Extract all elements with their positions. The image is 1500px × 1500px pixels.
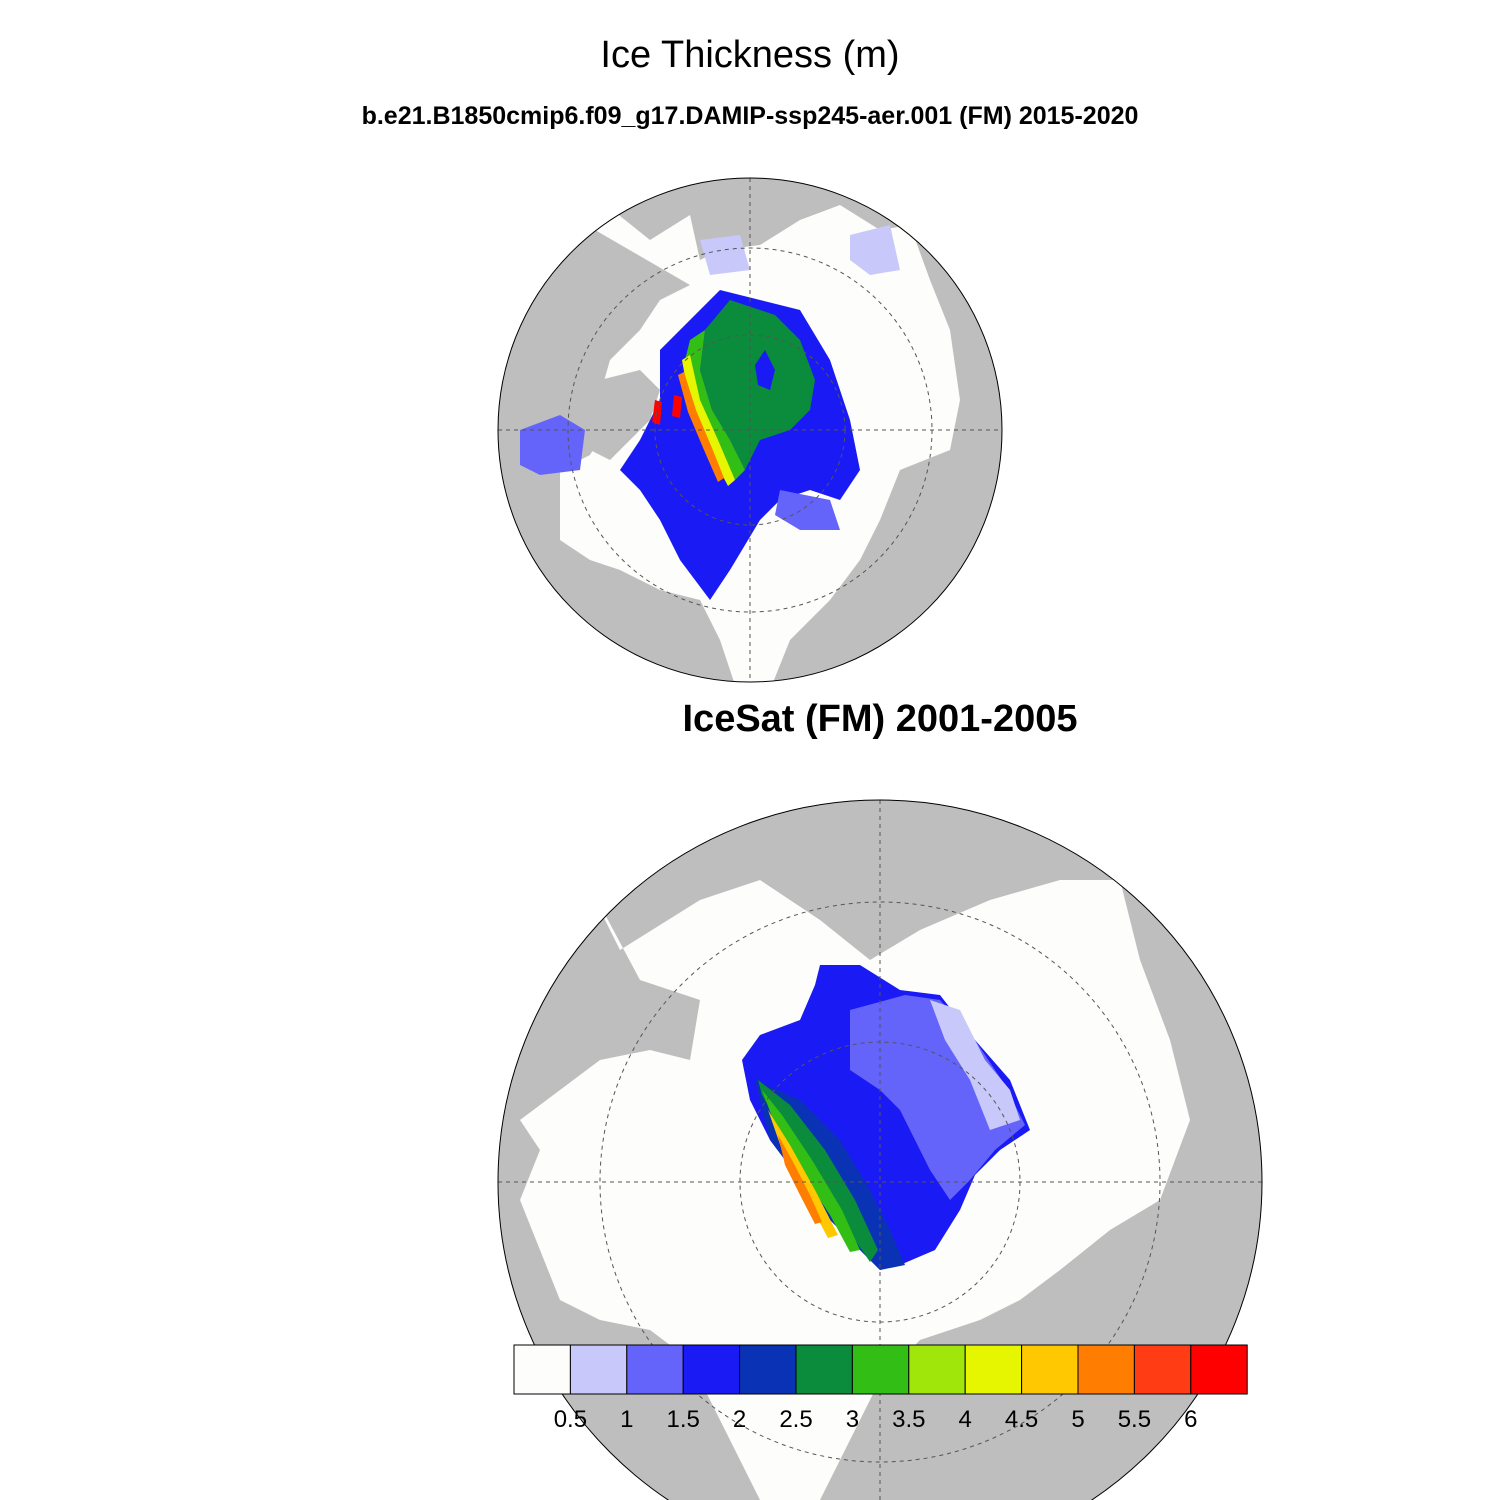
colorbar-swatch — [1133, 1344, 1192, 1395]
colorbar-tick-label: 0.5 — [553, 1406, 588, 1433]
archipelago-water — [650, 1080, 770, 1250]
colorbar-swatch — [795, 1344, 853, 1395]
colorbar-swatch — [739, 1344, 797, 1395]
panel-title-icesat: IceSat (FM) 2001-2005 — [682, 698, 1078, 740]
thick-ice-channel — [672, 395, 682, 418]
colorbar-tick-label: 5.5 — [1117, 1406, 1152, 1433]
colorbar-tick-label: 1 — [620, 1406, 634, 1433]
model-polar-map — [497, 177, 1003, 683]
ice-band-3 — [685, 330, 745, 480]
map-border — [497, 177, 1003, 683]
colorbar-tick-label: 3 — [845, 1406, 860, 1433]
colorbar-tick-label: 2.5 — [779, 1406, 813, 1433]
colorbar-swatch — [1077, 1344, 1135, 1395]
colorbar-swatch — [682, 1344, 741, 1395]
ice-thick-core — [700, 300, 815, 470]
colorbar-tick-label: 5 — [1071, 1406, 1085, 1433]
ice-patch-okhotsk — [850, 225, 900, 275]
ice-field-light — [850, 995, 1025, 1200]
ice-thin-patch — [755, 350, 775, 390]
colorbar-tick-label: 1.5 — [666, 1406, 700, 1433]
case-subtitle: b.e21.B1850cmip6.f09_g17.DAMIP-ssp245-ae… — [361, 102, 1139, 130]
archipelago-land — [590, 370, 660, 460]
colorbar-swatch — [513, 1344, 571, 1395]
colorbar-tick-label: 4 — [958, 1406, 972, 1433]
colorbar-tick-label: 4.5 — [1004, 1406, 1039, 1433]
colorbar-swatch — [1190, 1344, 1248, 1395]
colorbar — [513, 1344, 1248, 1395]
ice-band-55 — [778, 1135, 822, 1224]
colorbar-swatch — [626, 1344, 684, 1395]
icesat-polar-map — [497, 799, 1263, 1500]
page-title: Ice Thickness (m) — [600, 34, 900, 76]
colorbar-tick-label: 6 — [1184, 1406, 1198, 1433]
ice-band-5 — [678, 372, 724, 482]
colorbar-swatch — [569, 1344, 628, 1395]
colorbar-swatch — [964, 1344, 1023, 1395]
ice-band-4 — [682, 355, 735, 486]
colorbar-tick-label: 2 — [732, 1406, 747, 1433]
ice-patch-hudson — [520, 415, 585, 475]
colorbar-swatch — [851, 1344, 910, 1395]
graticule — [498, 800, 1262, 1500]
graticule — [498, 178, 1002, 682]
colorbar-tick-label: 3.5 — [892, 1406, 926, 1433]
ice-band-3 — [762, 1090, 860, 1252]
colorbar-swatch — [1021, 1344, 1079, 1395]
colorbar-swatch — [908, 1344, 966, 1395]
map-border — [497, 799, 1263, 1500]
ice-patch-bering — [700, 235, 750, 275]
ice-band-5 — [768, 1110, 838, 1238]
ice-field-edge — [930, 1000, 1020, 1130]
ice-patch-barents — [775, 490, 840, 530]
